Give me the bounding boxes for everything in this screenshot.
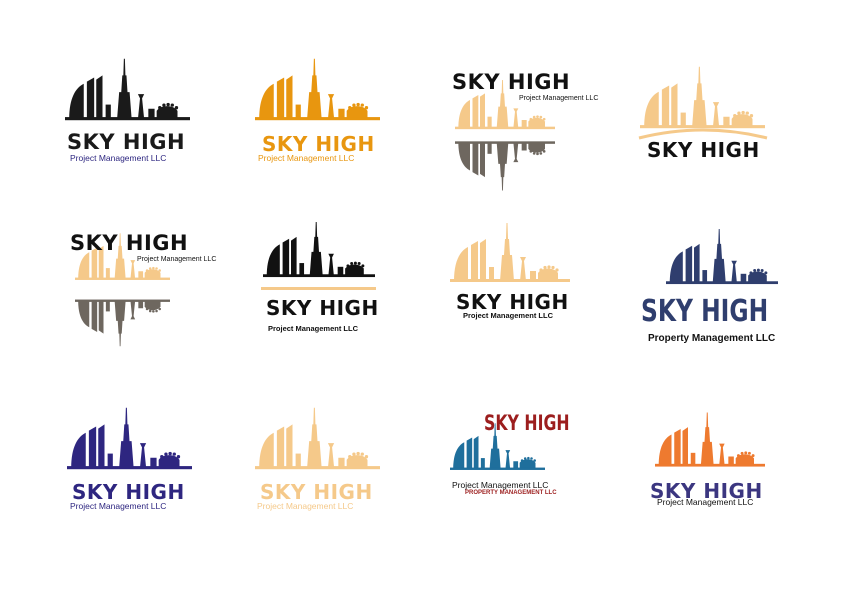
logo-title: SKY HIGH [484,411,570,435]
logo-subtitle-secondary: PROPERTY MANAGEMENT LLC [465,490,557,496]
logo-3: SKY HIGH Project Management LLC [445,55,615,205]
logo-subtitle: Project Management LLC [657,497,754,507]
logo-title: SKY HIGH [647,138,760,162]
skyline-icon [255,400,380,478]
arc-underline-icon [638,128,768,140]
logo-title: SKY HIGH [266,296,379,320]
logo-5: SKY HIGH Project Management LLC [65,215,240,370]
logo-9: SKY HIGH Project Management LLC [62,400,202,520]
logo-2: SKY HIGH Project Management LLC [250,50,390,170]
logo-subtitle: Project Management LLC [268,324,359,333]
logo-subtitle: Project Management LLC [463,311,554,320]
skyline-icon [450,215,570,291]
logo-subtitle: Project Management LLC [258,153,355,163]
logo-8: SKY HIGH Property Management LLC [638,210,778,350]
skyline-icon [263,210,375,290]
logo-subtitle: Project Management LLC [257,501,354,511]
logo-title: SKY HIGH [260,480,373,504]
skyline-reflection-icon [455,133,555,198]
logo-title: SKY HIGH [452,70,571,94]
accent-line-icon [261,287,376,290]
logo-1: SKY HIGH Project Management LLC [60,50,200,170]
logo-subtitle: Project Management LLC [137,256,217,263]
logo-11: SKY HIGH Project Management LLC PROPERTY… [450,410,570,510]
logo-subtitle: Project Management LLC [70,501,167,511]
skyline-icon [640,60,765,136]
skyline-icon [65,50,190,130]
logo-12: SKY HIGH Project Management LLC [645,400,785,520]
logo-title: SKY HIGH [650,479,763,503]
logo-title: SKY HIGH [262,132,375,156]
logo-4: SKY HIGH [635,60,775,170]
logo-7: SKY HIGH Project Management LLC [448,215,588,330]
skyline-icon [67,400,192,478]
skyline-reflection-icon [75,285,170,360]
logo-title: SKY HIGH [72,480,185,504]
skyline-icon [655,400,765,480]
logo-subtitle: Property Management LLC [648,333,776,344]
logo-title: SKY HIGH [641,294,769,329]
skyline-icon [666,214,778,300]
logo-10: SKY HIGH Project Management LLC [250,400,390,520]
logo-title: SKY HIGH [456,290,569,314]
logo-subtitle: Project Management LLC [70,153,167,163]
logo-6: SKY HIGH Project Management LLC [258,210,398,340]
logo-subtitle: Project Management LLC [452,480,549,490]
logo-title: SKY HIGH [70,231,189,255]
skyline-icon [255,50,380,130]
logo-title: SKY HIGH [67,130,186,154]
logo-subtitle: Project Management LLC [519,95,599,102]
